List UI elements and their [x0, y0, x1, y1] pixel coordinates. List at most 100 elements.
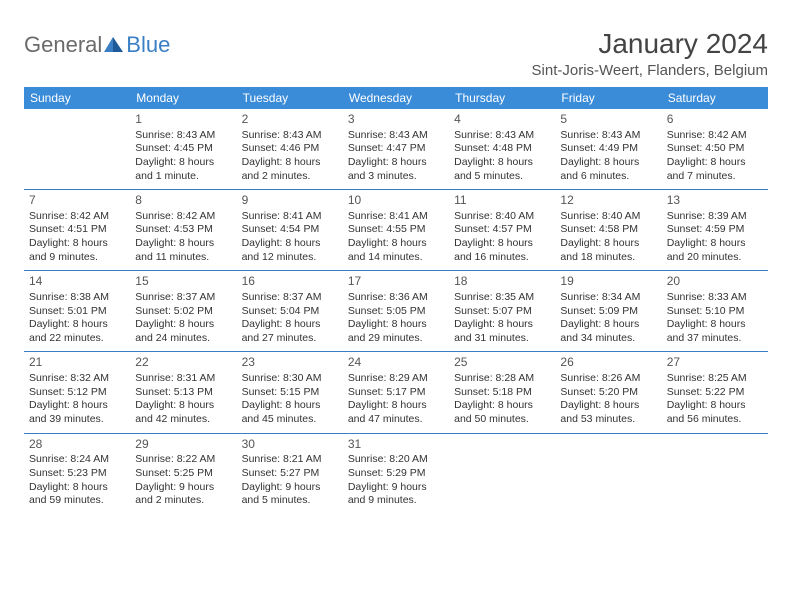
- day-cell: [662, 434, 768, 514]
- day-info-line: Daylight: 8 hours: [560, 237, 656, 251]
- day-info-line: Sunrise: 8:37 AM: [135, 291, 231, 305]
- day-info-line: Daylight: 8 hours: [454, 318, 550, 332]
- day-info-line: Sunset: 5:23 PM: [29, 467, 125, 481]
- day-info-line: Sunset: 5:18 PM: [454, 386, 550, 400]
- day-cell: 19Sunrise: 8:34 AMSunset: 5:09 PMDayligh…: [555, 271, 661, 351]
- week-row: 7Sunrise: 8:42 AMSunset: 4:51 PMDaylight…: [24, 190, 768, 271]
- day-cell: 24Sunrise: 8:29 AMSunset: 5:17 PMDayligh…: [343, 352, 449, 432]
- day-info-line: Sunset: 4:49 PM: [560, 142, 656, 156]
- day-info-line: Sunrise: 8:42 AM: [667, 129, 763, 143]
- day-number: 2: [242, 112, 338, 128]
- day-info-line: Sunrise: 8:43 AM: [242, 129, 338, 143]
- day-cell: 5Sunrise: 8:43 AMSunset: 4:49 PMDaylight…: [555, 109, 661, 189]
- day-cell: [24, 109, 130, 189]
- day-number: 14: [29, 274, 125, 290]
- day-info-line: Sunrise: 8:38 AM: [29, 291, 125, 305]
- day-cell: 16Sunrise: 8:37 AMSunset: 5:04 PMDayligh…: [237, 271, 343, 351]
- day-info-line: and 1 minute.: [135, 170, 231, 184]
- day-number: 5: [560, 112, 656, 128]
- day-info-line: Sunset: 5:17 PM: [348, 386, 444, 400]
- day-cell: 31Sunrise: 8:20 AMSunset: 5:29 PMDayligh…: [343, 434, 449, 514]
- day-info-line: Daylight: 8 hours: [135, 237, 231, 251]
- weekday-monday: Monday: [130, 87, 236, 109]
- day-number: 26: [560, 355, 656, 371]
- day-cell: 30Sunrise: 8:21 AMSunset: 5:27 PMDayligh…: [237, 434, 343, 514]
- day-cell: 13Sunrise: 8:39 AMSunset: 4:59 PMDayligh…: [662, 190, 768, 270]
- day-info-line: Daylight: 8 hours: [454, 156, 550, 170]
- day-info-line: and 9 minutes.: [348, 494, 444, 508]
- weekday-header-row: Sunday Monday Tuesday Wednesday Thursday…: [24, 87, 768, 109]
- day-info-line: Sunset: 4:59 PM: [667, 223, 763, 237]
- day-info-line: Sunrise: 8:26 AM: [560, 372, 656, 386]
- day-info-line: and 31 minutes.: [454, 332, 550, 346]
- title-block: January 2024 Sint-Joris-Weert, Flanders,…: [532, 28, 768, 79]
- day-cell: 2Sunrise: 8:43 AMSunset: 4:46 PMDaylight…: [237, 109, 343, 189]
- day-info-line: Sunrise: 8:39 AM: [667, 210, 763, 224]
- day-number: 12: [560, 193, 656, 209]
- day-info-line: Sunrise: 8:21 AM: [242, 453, 338, 467]
- day-cell: 26Sunrise: 8:26 AMSunset: 5:20 PMDayligh…: [555, 352, 661, 432]
- day-number: 22: [135, 355, 231, 371]
- day-number: 6: [667, 112, 763, 128]
- day-cell: 27Sunrise: 8:25 AMSunset: 5:22 PMDayligh…: [662, 352, 768, 432]
- day-info-line: Daylight: 9 hours: [135, 481, 231, 495]
- day-cell: 25Sunrise: 8:28 AMSunset: 5:18 PMDayligh…: [449, 352, 555, 432]
- weekday-tuesday: Tuesday: [237, 87, 343, 109]
- day-number: 29: [135, 437, 231, 453]
- day-info-line: and 34 minutes.: [560, 332, 656, 346]
- week-row: 28Sunrise: 8:24 AMSunset: 5:23 PMDayligh…: [24, 434, 768, 514]
- day-number: 11: [454, 193, 550, 209]
- day-info-line: Daylight: 8 hours: [667, 237, 763, 251]
- day-cell: 10Sunrise: 8:41 AMSunset: 4:55 PMDayligh…: [343, 190, 449, 270]
- day-info-line: Daylight: 8 hours: [242, 318, 338, 332]
- day-info-line: and 47 minutes.: [348, 413, 444, 427]
- location: Sint-Joris-Weert, Flanders, Belgium: [532, 62, 768, 79]
- day-info-line: and 7 minutes.: [667, 170, 763, 184]
- day-info-line: Daylight: 8 hours: [348, 399, 444, 413]
- day-info-line: Daylight: 9 hours: [348, 481, 444, 495]
- logo-text-general: General: [24, 32, 102, 58]
- day-info-line: Sunrise: 8:42 AM: [135, 210, 231, 224]
- day-cell: 12Sunrise: 8:40 AMSunset: 4:58 PMDayligh…: [555, 190, 661, 270]
- day-info-line: and 45 minutes.: [242, 413, 338, 427]
- day-number: 31: [348, 437, 444, 453]
- day-info-line: and 6 minutes.: [560, 170, 656, 184]
- day-info-line: Sunrise: 8:32 AM: [29, 372, 125, 386]
- day-info-line: Sunrise: 8:41 AM: [348, 210, 444, 224]
- day-info-line: Daylight: 8 hours: [29, 399, 125, 413]
- day-cell: [449, 434, 555, 514]
- day-info-line: Sunset: 5:25 PM: [135, 467, 231, 481]
- day-info-line: Sunset: 5:27 PM: [242, 467, 338, 481]
- day-info-line: Sunrise: 8:43 AM: [560, 129, 656, 143]
- day-number: 10: [348, 193, 444, 209]
- day-info-line: Sunrise: 8:43 AM: [348, 129, 444, 143]
- day-info-line: Sunset: 4:57 PM: [454, 223, 550, 237]
- day-info-line: Sunrise: 8:40 AM: [454, 210, 550, 224]
- day-info-line: Sunset: 5:07 PM: [454, 305, 550, 319]
- day-info-line: Sunrise: 8:20 AM: [348, 453, 444, 467]
- day-info-line: and 27 minutes.: [242, 332, 338, 346]
- day-info-line: Daylight: 8 hours: [242, 237, 338, 251]
- day-info-line: Sunset: 4:51 PM: [29, 223, 125, 237]
- day-info-line: and 11 minutes.: [135, 251, 231, 265]
- day-number: 30: [242, 437, 338, 453]
- weekday-thursday: Thursday: [449, 87, 555, 109]
- day-number: 8: [135, 193, 231, 209]
- day-info-line: Sunset: 4:46 PM: [242, 142, 338, 156]
- day-info-line: Sunset: 4:53 PM: [135, 223, 231, 237]
- day-cell: 14Sunrise: 8:38 AMSunset: 5:01 PMDayligh…: [24, 271, 130, 351]
- day-cell: 23Sunrise: 8:30 AMSunset: 5:15 PMDayligh…: [237, 352, 343, 432]
- day-info-line: Sunset: 4:50 PM: [667, 142, 763, 156]
- weekday-saturday: Saturday: [662, 87, 768, 109]
- day-cell: 22Sunrise: 8:31 AMSunset: 5:13 PMDayligh…: [130, 352, 236, 432]
- day-number: 13: [667, 193, 763, 209]
- logo: General Blue: [24, 28, 170, 58]
- day-info-line: Sunrise: 8:31 AM: [135, 372, 231, 386]
- day-info-line: Sunrise: 8:29 AM: [348, 372, 444, 386]
- weekday-friday: Friday: [555, 87, 661, 109]
- day-info-line: and 14 minutes.: [348, 251, 444, 265]
- day-info-line: Daylight: 8 hours: [242, 399, 338, 413]
- day-info-line: and 5 minutes.: [454, 170, 550, 184]
- day-cell: 28Sunrise: 8:24 AMSunset: 5:23 PMDayligh…: [24, 434, 130, 514]
- day-cell: 29Sunrise: 8:22 AMSunset: 5:25 PMDayligh…: [130, 434, 236, 514]
